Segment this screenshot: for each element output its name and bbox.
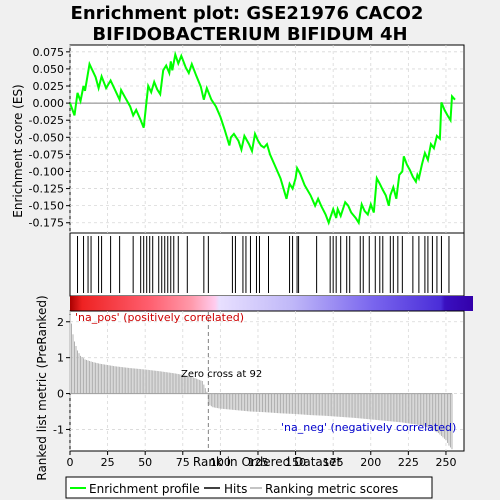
x-tick-label: 25 <box>101 456 115 469</box>
x-tick-label: 100 <box>210 456 231 469</box>
metric-y-axis-label: Ranked list metric (PreRanked) <box>35 295 49 480</box>
metric-y-tick-label: 0 <box>57 388 64 401</box>
metric-y-tick-label: 2 <box>57 316 64 329</box>
chart-title-line1: Enrichment plot: GSE21976 CACO2 <box>71 3 424 24</box>
chart-title-line2: BIFIDOBACTERIUM BIFIDUM 4H <box>92 24 407 45</box>
es-y-tick-label: -0.050 <box>29 131 64 144</box>
metric-panel <box>69 310 465 452</box>
x-tick-label: 0 <box>67 456 74 469</box>
hit-lines <box>77 236 450 293</box>
rank-colorbar <box>70 296 473 311</box>
es-y-tick-label: -0.175 <box>29 217 64 230</box>
es-y-tick-label: 0.000 <box>33 97 65 110</box>
enrichment-profile <box>69 50 456 226</box>
es-y-tick-label: -0.125 <box>29 183 64 196</box>
x-tick-label: 175 <box>323 456 344 469</box>
es-y-tick-label: -0.075 <box>29 148 64 161</box>
es-y-axis-label: Enrichment score (ES) <box>11 84 25 217</box>
x-tick-label: 250 <box>435 456 456 469</box>
es-y-tick-label: -0.100 <box>29 165 64 178</box>
x-tick-label: 150 <box>285 456 306 469</box>
legend-hits-label: Hits <box>224 482 247 496</box>
x-axis-label: Rank in Ordered Dataset <box>193 455 341 469</box>
x-tick-label: 225 <box>398 456 419 469</box>
es-y-tick-label: 0.025 <box>33 80 65 93</box>
pos-correlated-label: 'na_pos' (positively correlated) <box>75 311 244 324</box>
es-y-tick-label: -0.150 <box>29 200 64 213</box>
x-tick-label: 75 <box>176 456 190 469</box>
x-tick-label: 200 <box>360 456 381 469</box>
metric-gridlines <box>69 311 464 451</box>
x-tick-label: 125 <box>247 456 268 469</box>
neg-correlated-label: 'na_neg' (negatively correlated) <box>281 421 456 434</box>
x-tick-label: 50 <box>138 456 152 469</box>
es-y-tick-label: 0.075 <box>33 46 65 59</box>
legend-profile-label: Enrichment profile <box>89 482 200 496</box>
es-panel <box>69 44 465 234</box>
metric-y-tick-label: -1 <box>53 423 64 436</box>
ranking-metric-bars <box>69 311 453 451</box>
legend-metric-label: Ranking metric scores <box>265 482 398 496</box>
es-y-tick-label: -0.025 <box>29 114 64 127</box>
metric-y-ticks: 2 1 0 -1 <box>53 316 70 436</box>
es-y-tick-label: 0.050 <box>33 63 65 76</box>
hits-panel <box>69 232 465 297</box>
metric-y-tick-label: 1 <box>57 352 64 365</box>
enrichment-profile-line <box>69 50 456 226</box>
es-y-ticks: 0.075 0.050 0.025 0.000 -0.025 -0.050 -0.075 -0… <box>29 46 70 230</box>
zero-cross-label: Zero cross at 92 <box>181 369 262 380</box>
legend-box <box>65 476 433 499</box>
x-ticks: 0 25 50 75 100 125 150 175 200 225 250 <box>67 451 456 469</box>
